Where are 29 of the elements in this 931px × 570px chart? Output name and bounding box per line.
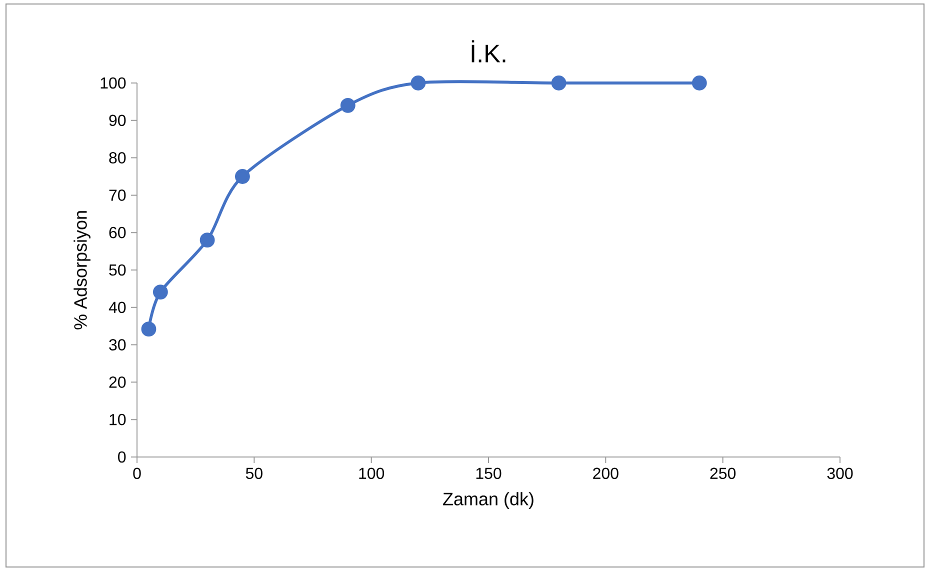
point	[200, 232, 215, 248]
y-tick-label: 30	[109, 339, 126, 350]
x-axis-title: Zaman (dk)	[443, 492, 534, 509]
point	[692, 76, 707, 90]
y-tick-label: 20	[109, 376, 126, 388]
y-tick-label: 80	[109, 152, 126, 164]
x-tick-label: 300	[827, 468, 853, 480]
y-tick-label: 10	[110, 414, 126, 426]
x-tick-label: 250	[710, 468, 736, 480]
point	[152, 284, 168, 300]
chart-title: İ.K.	[472, 40, 506, 62]
point	[410, 76, 426, 90]
point	[234, 169, 250, 184]
y-tick-label: 60	[109, 226, 126, 238]
y-tick-label: 40	[108, 302, 126, 314]
point	[551, 76, 566, 90]
y-tick-label: 100	[100, 77, 126, 89]
y-tick-label: 90	[109, 114, 126, 126]
x-tick-label: 50	[246, 468, 262, 480]
x-tick-label: 200	[593, 468, 618, 480]
y-tick-label: 50	[109, 264, 126, 276]
x-tick-label: 100	[359, 468, 384, 480]
point	[141, 322, 156, 337]
point	[340, 98, 356, 113]
y-axis-title: % Adsorpsiyon	[74, 211, 90, 330]
y-tick-label: 70	[109, 190, 126, 201]
x-tick-label: 0	[133, 468, 141, 480]
x-tick-label: 150	[476, 468, 502, 480]
y-tick-label: 0	[118, 451, 126, 463]
